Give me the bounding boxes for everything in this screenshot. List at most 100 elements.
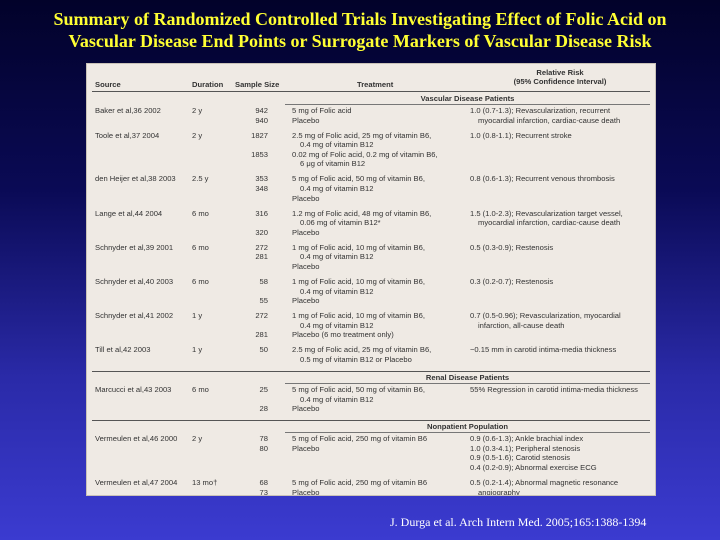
row-duration: 13 mo† — [192, 478, 218, 487]
row-sample-size-line: 25 — [259, 385, 268, 394]
row-relative-risk-line: infarction, all-cause death — [478, 320, 565, 330]
row-treatment: 1 mg of Folic acid, 10 mg of vitamin B6,… — [292, 311, 425, 340]
row-treatment: 5 mg of Folic acid Placebo — [292, 106, 352, 125]
row-treatment-line: Placebo — [292, 261, 320, 271]
row-source: Toole et al,37 2004 — [95, 130, 160, 140]
row-relative-risk-line: 1.0 (0.3-4.1); Peripheral stenosis — [470, 443, 581, 453]
slide-title-line-2: Vascular Disease End Points or Surrogate… — [68, 31, 652, 51]
row-treatment-line: Placebo — [292, 115, 320, 125]
row-relative-risk-line: angiography — [478, 487, 520, 496]
row-relative-risk-line: 55% Regression in carotid intima-media t… — [470, 385, 638, 394]
row-relative-risk-line: −0.15 mm in carotid intima-media thickne… — [470, 345, 617, 355]
header-relative-risk: Relative Risk (95% Confidence Interval) — [470, 68, 650, 86]
row-sample-size-line — [235, 159, 268, 169]
row-treatment-line: Placebo — [292, 487, 320, 496]
row-sample-size-line: 281 — [255, 252, 268, 262]
row-relative-risk-line: 0.3 (0.2-0.7); Restenosis — [470, 277, 554, 286]
row-relative-risk: 0.5 (0.3-0.9); Restenosis — [470, 243, 553, 253]
row-sample-size-line: 316 — [255, 208, 268, 218]
row-sample-size-line: 68 — [259, 478, 268, 487]
row-sample-size: 1827 1853 — [235, 131, 268, 169]
row-treatment-line: 0.4 mg of vitamin B12 — [300, 140, 374, 150]
section-title: Vascular Disease Patients — [420, 94, 515, 103]
row-sample-size-line — [235, 287, 268, 297]
row-relative-risk-line: 0.7 (0.5-0.96); Revascularization, myoca… — [470, 311, 621, 321]
row-treatment: 2.5 mg of Folic acid, 25 mg of vitamin B… — [292, 345, 431, 364]
row-source: den Heijer et al,38 2003 — [95, 174, 176, 184]
row-relative-risk-line: 1.0 (0.7-1.3); Revascularization, recurr… — [470, 106, 611, 115]
row-source: Vermeulen et al,47 2004 — [95, 478, 178, 487]
row-treatment-line: 0.4 mg of vitamin B12 — [300, 183, 374, 193]
row-sample-size-line: 73 — [259, 487, 268, 496]
row-source: Till et al,42 2003 — [95, 345, 151, 355]
row-relative-risk: 0.3 (0.2-0.7); Restenosis — [470, 277, 553, 287]
row-source: Marcucci et al,43 2003 — [95, 385, 172, 394]
row-source: Schnyder et al,41 2002 — [95, 311, 174, 321]
row-relative-risk-line: myocardial infarction, cardiac-cause dea… — [478, 218, 621, 228]
header-source: Source — [95, 80, 121, 89]
row-treatment: 5 mg of Folic acid, 50 mg of vitamin B6,… — [292, 174, 425, 203]
row-treatment-line: 6 μg of vitamin B12 — [300, 159, 366, 169]
row-source: Schnyder et al,39 2001 — [95, 242, 174, 252]
row-treatment-line: Placebo (6 mo treatment only) — [292, 330, 394, 340]
slide-title: Summary of Randomized Controlled Trials … — [0, 8, 720, 52]
row-sample-size: 58 55 — [235, 277, 268, 306]
row-sample-size: 78 80 — [235, 434, 268, 472]
row-treatment-line: 0.4 mg of vitamin B12 — [300, 394, 374, 404]
row-treatment-line: 0.06 mg of vitamin B12* — [300, 218, 381, 228]
row-sample-size: 353 348 — [235, 174, 268, 203]
row-treatment-line: 1.2 mg of Folic acid, 48 mg of vitamin B… — [292, 208, 432, 218]
row-treatment-line: 5 mg of Folic acid — [292, 106, 352, 115]
row-treatment: 1 mg of Folic acid, 10 mg of vitamin B6,… — [292, 243, 425, 272]
row-duration: 2 y — [192, 434, 203, 444]
row-sample-size-line: 78 — [259, 434, 268, 444]
section-title: Renal Disease Patients — [425, 373, 510, 382]
row-treatment-line: Placebo — [292, 227, 320, 237]
row-source: Schnyder et al,40 2003 — [95, 277, 174, 286]
row-relative-risk-line: 0.8 (0.6-1.3); Recurrent venous thrombos… — [470, 174, 615, 184]
header-rr-line-1: Relative Risk — [536, 68, 584, 77]
row-treatment-line: 2.5 mg of Folic acid, 25 mg of vitamin B… — [292, 345, 432, 355]
row-sample-size-line: 942 — [255, 106, 268, 115]
row-relative-risk: 1.0 (0.8-1.1); Recurrent stroke — [470, 131, 572, 141]
row-treatment-line: 1 mg of Folic acid, 10 mg of vitamin B6, — [292, 242, 425, 252]
row-treatment: 5 mg of Folic acid, 250 mg of vitamin B6… — [292, 478, 427, 496]
row-duration: 2.5 y — [192, 174, 209, 184]
row-treatment-line: 5 mg of Folic acid, 250 mg of vitamin B6 — [292, 434, 428, 444]
citation: J. Durga et al. Arch Intern Med. 2005;16… — [390, 515, 647, 529]
row-source: Lange et al,44 2004 — [95, 208, 163, 218]
row-sample-size-line: 1827 — [251, 130, 268, 140]
trials-table: Source Duration Sample Size Treatment Re… — [86, 63, 656, 496]
section-end-divider — [92, 420, 650, 422]
row-sample-size: 50 — [235, 345, 268, 355]
row-duration: 6 mo — [192, 242, 209, 252]
row-sample-size-line — [235, 262, 268, 272]
row-treatment-line: 0.5 mg of vitamin B12 or Placebo — [300, 354, 412, 364]
row-sample-size-line: 58 — [259, 277, 268, 286]
header-sample-size: Sample Size — [235, 80, 280, 89]
row-duration: 2 y — [192, 130, 203, 140]
row-relative-risk-line: 0.4 (0.2-0.9); Abnormal exercise ECG — [470, 462, 597, 472]
row-relative-risk-line: 0.9 (0.6-1.3); Ankle brachial index — [470, 434, 584, 444]
row-treatment-line: Placebo — [292, 193, 320, 203]
row-relative-risk: 0.5 (0.2-1.4); Abnormal magnetic resonan… — [470, 478, 618, 496]
row-sample-size-line: 50 — [259, 345, 268, 355]
header-duration: Duration — [192, 80, 224, 89]
row-sample-size: 272 281 — [235, 243, 268, 272]
row-relative-risk: 0.8 (0.6-1.3); Recurrent venous thrombos… — [470, 174, 615, 184]
row-treatment: 5 mg of Folic acid, 50 mg of vitamin B6,… — [292, 385, 425, 414]
row-sample-size-line: 80 — [259, 443, 268, 453]
row-relative-risk: 55% Regression in carotid intima-media t… — [470, 385, 638, 395]
row-treatment: 1 mg of Folic acid, 10 mg of vitamin B6,… — [292, 277, 425, 306]
table-header: Source Duration Sample Size Treatment Re… — [87, 64, 655, 91]
row-sample-size-line — [235, 140, 268, 150]
row-source: Vermeulen et al,46 2000 — [95, 434, 178, 444]
row-treatment: 5 mg of Folic acid, 250 mg of vitamin B6… — [292, 434, 427, 453]
row-duration: 6 mo — [192, 277, 209, 286]
slide-title-line-1: Summary of Randomized Controlled Trials … — [53, 9, 667, 29]
row-duration: 1 y — [192, 311, 203, 321]
row-relative-risk: −0.15 mm in carotid intima-media thickne… — [470, 345, 616, 355]
row-treatment-line: 0.4 mg of vitamin B12 — [300, 286, 374, 296]
row-sample-size-line: 281 — [255, 330, 268, 340]
row-sample-size: 25 28 — [235, 385, 268, 414]
